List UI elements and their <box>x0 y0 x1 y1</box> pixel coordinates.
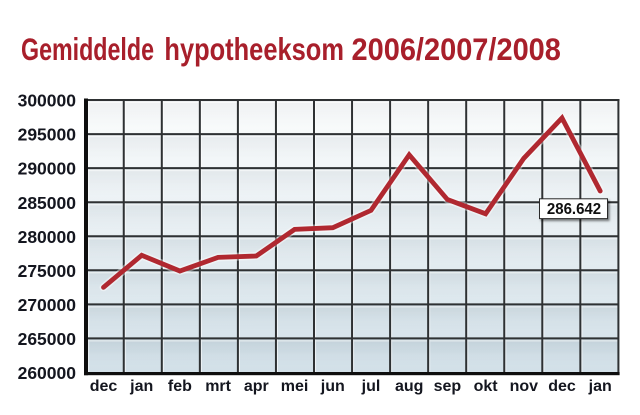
svg-text:285000: 285000 <box>18 193 77 213</box>
svg-text:sep: sep <box>434 378 462 395</box>
svg-text:nov: nov <box>510 378 539 395</box>
svg-text:feb: feb <box>168 378 192 395</box>
svg-text:jun: jun <box>320 378 345 395</box>
svg-text:dec: dec <box>548 378 576 395</box>
svg-text:jan: jan <box>129 378 153 395</box>
svg-text:280000: 280000 <box>18 227 77 247</box>
svg-text:jan: jan <box>588 378 612 395</box>
svg-text:dec: dec <box>90 378 118 395</box>
svg-text:apr: apr <box>244 378 269 395</box>
svg-text:275000: 275000 <box>18 261 77 281</box>
svg-text:aug: aug <box>395 378 423 395</box>
svg-text:260000: 260000 <box>18 363 77 383</box>
svg-text:okt: okt <box>474 378 499 395</box>
svg-text:mei: mei <box>281 378 309 395</box>
svg-text:mrt: mrt <box>205 378 231 395</box>
svg-text:300000: 300000 <box>18 91 77 111</box>
svg-text:270000: 270000 <box>18 295 77 315</box>
svg-text:265000: 265000 <box>18 329 77 349</box>
svg-text:286.642: 286.642 <box>547 201 601 218</box>
svg-text:295000: 295000 <box>18 125 77 145</box>
svg-text:2006/2007/2008: 2006/2007/2008 <box>352 33 561 67</box>
svg-text:jul: jul <box>361 378 381 395</box>
svg-text:Gemiddelde: Gemiddelde <box>21 32 154 67</box>
svg-text:hypotheeksom: hypotheeksom <box>164 32 344 67</box>
svg-text:290000: 290000 <box>18 159 77 179</box>
